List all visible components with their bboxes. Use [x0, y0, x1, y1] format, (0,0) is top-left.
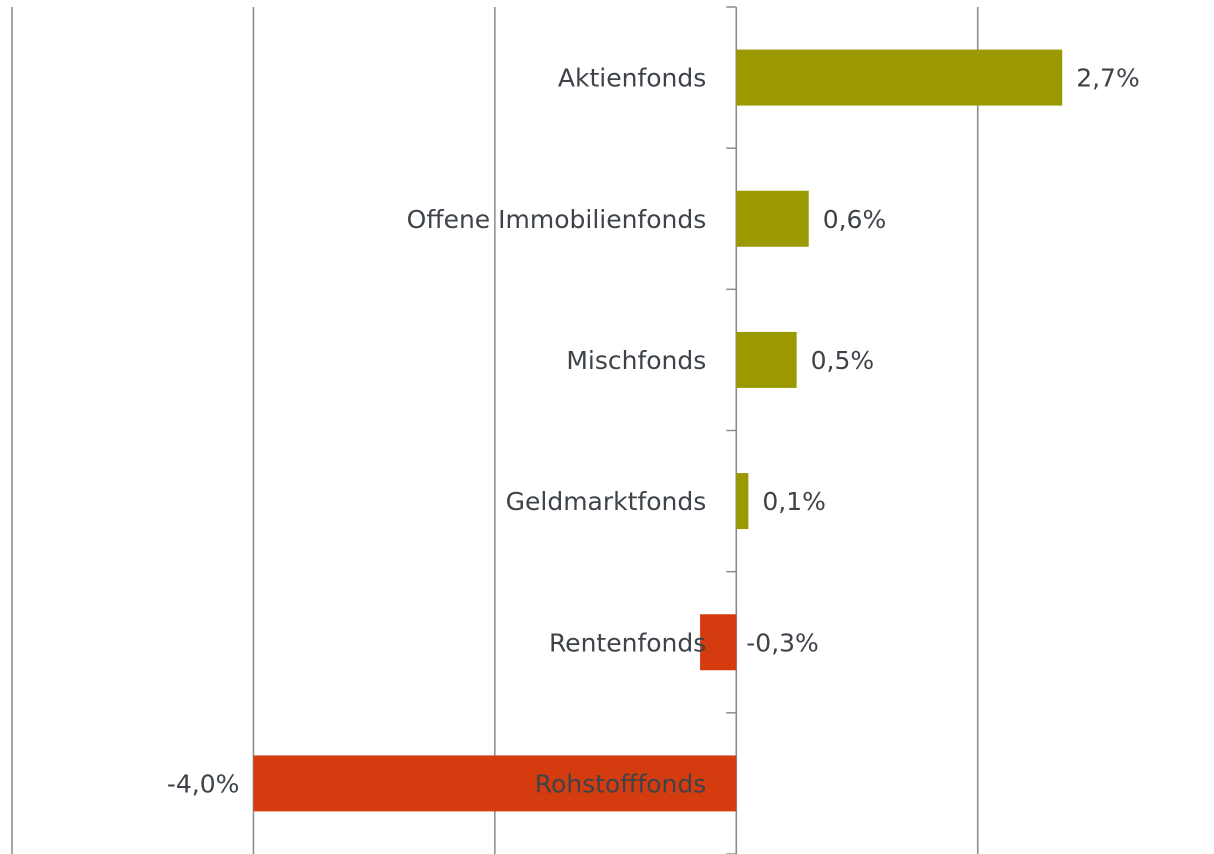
category-label: Aktienfonds — [558, 64, 706, 93]
category-label: Geldmarktfonds — [506, 487, 707, 516]
category-label: Rohstofffonds — [535, 769, 707, 798]
category-label: Mischfonds — [566, 346, 706, 375]
value-label: -0,3% — [746, 628, 819, 657]
bar — [253, 755, 737, 812]
category-label: Offene Immobilienfonds — [407, 205, 707, 234]
bar — [700, 614, 737, 671]
value-label: 0,1% — [762, 487, 826, 516]
value-label: 0,5% — [811, 346, 875, 375]
bar — [736, 473, 749, 530]
value-label: 0,6% — [823, 205, 887, 234]
category-label: Rentenfonds — [549, 628, 706, 657]
bar — [736, 331, 797, 388]
bar — [736, 190, 809, 247]
value-label: -4,0% — [167, 769, 240, 798]
bar — [736, 49, 1063, 106]
value-label: 2,7% — [1076, 64, 1140, 93]
